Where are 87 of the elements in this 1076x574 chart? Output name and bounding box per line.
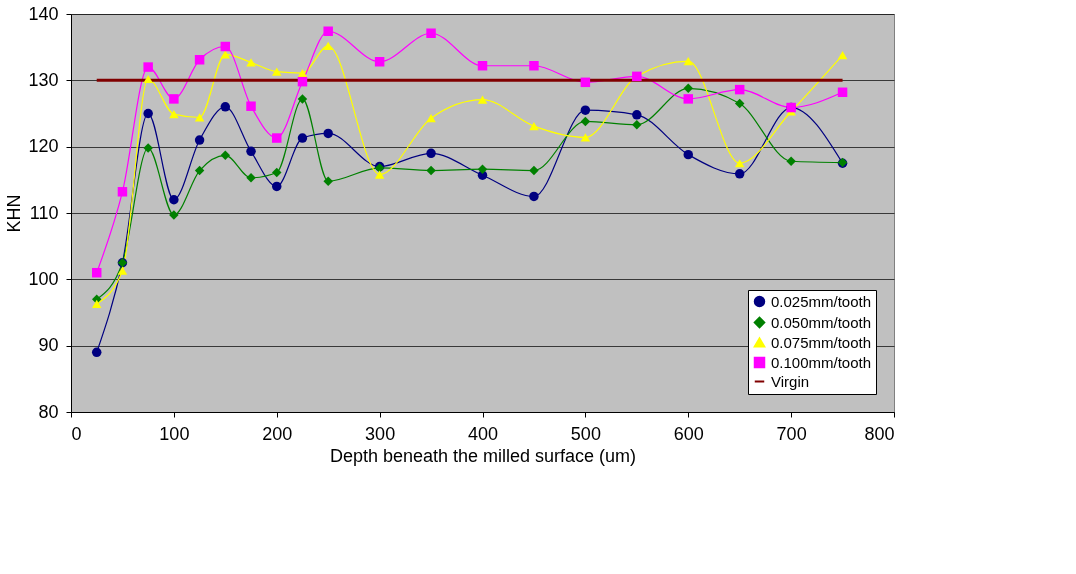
y-tick-label: 110	[29, 202, 59, 223]
point	[297, 76, 308, 87]
point	[246, 101, 256, 111]
legend-label: 0.050mm/tooth	[771, 313, 872, 331]
y-tick-label: 80	[38, 401, 59, 422]
point	[426, 165, 436, 176]
point	[632, 110, 642, 120]
point	[580, 133, 591, 142]
point	[837, 51, 848, 60]
x-tick-label: 200	[262, 423, 293, 444]
point	[169, 110, 179, 119]
point	[272, 67, 282, 76]
point	[734, 159, 745, 168]
point	[272, 133, 282, 143]
legend-label: Virgin	[771, 372, 810, 390]
point	[194, 135, 205, 145]
point	[117, 187, 128, 197]
point	[323, 26, 333, 36]
point	[683, 83, 693, 94]
point	[220, 150, 231, 161]
x-tick-label: 700	[776, 423, 807, 444]
point	[220, 41, 231, 52]
y-tick-label: 120	[28, 136, 59, 157]
point	[426, 114, 436, 123]
x-axis-title: Depth beneath the milled surface (um)	[329, 445, 637, 466]
y-tick-label: 140	[28, 3, 59, 24]
point	[169, 94, 179, 104]
x-tick-label: 400	[467, 423, 499, 444]
legend-label: 0.100mm/tooth	[771, 353, 872, 371]
point	[143, 108, 153, 119]
point	[91, 299, 102, 308]
point	[117, 266, 128, 275]
point	[91, 347, 102, 358]
point	[529, 191, 539, 202]
x-tick-label: 800	[864, 423, 895, 444]
point	[272, 181, 282, 192]
point	[297, 133, 308, 143]
x-tick-label: 300	[365, 423, 396, 444]
point	[580, 77, 591, 88]
point	[580, 116, 591, 127]
point	[837, 87, 848, 98]
point	[632, 120, 642, 130]
x-tick-label: 500	[570, 423, 601, 444]
point	[426, 28, 436, 38]
point	[143, 74, 153, 84]
point	[272, 167, 282, 178]
point	[323, 128, 333, 139]
point	[194, 55, 205, 65]
y-axis-title: KHN	[4, 194, 25, 233]
y-tick-label: 130	[28, 69, 59, 90]
point	[374, 57, 385, 67]
point	[297, 68, 308, 78]
point	[683, 56, 693, 66]
point	[683, 149, 693, 160]
point	[477, 61, 488, 71]
point	[477, 95, 488, 104]
point	[323, 176, 333, 186]
point	[734, 98, 745, 109]
point	[169, 195, 179, 205]
point	[91, 267, 102, 278]
y-tick-label: 90	[38, 335, 59, 356]
point	[374, 170, 385, 179]
legend-label: 0.025mm/tooth	[771, 292, 872, 310]
point	[683, 94, 693, 104]
x-tick-label: 0	[71, 423, 82, 444]
point	[246, 146, 256, 157]
point	[734, 169, 745, 179]
point	[297, 94, 308, 104]
point	[194, 113, 205, 122]
point	[220, 102, 231, 112]
y-tick-label: 100	[28, 268, 59, 289]
point	[426, 148, 436, 159]
point	[529, 61, 539, 71]
point	[580, 105, 591, 115]
x-tick-label: 100	[159, 423, 190, 444]
point	[477, 164, 488, 174]
point	[529, 165, 539, 176]
point	[194, 165, 205, 176]
legend-label: 0.075mm/tooth	[771, 333, 872, 351]
point	[529, 122, 539, 131]
point	[143, 62, 153, 72]
point	[246, 58, 256, 67]
point	[786, 156, 796, 166]
x-tick-label: 600	[673, 423, 704, 444]
point	[220, 50, 231, 59]
point	[323, 41, 333, 50]
point	[734, 84, 745, 95]
